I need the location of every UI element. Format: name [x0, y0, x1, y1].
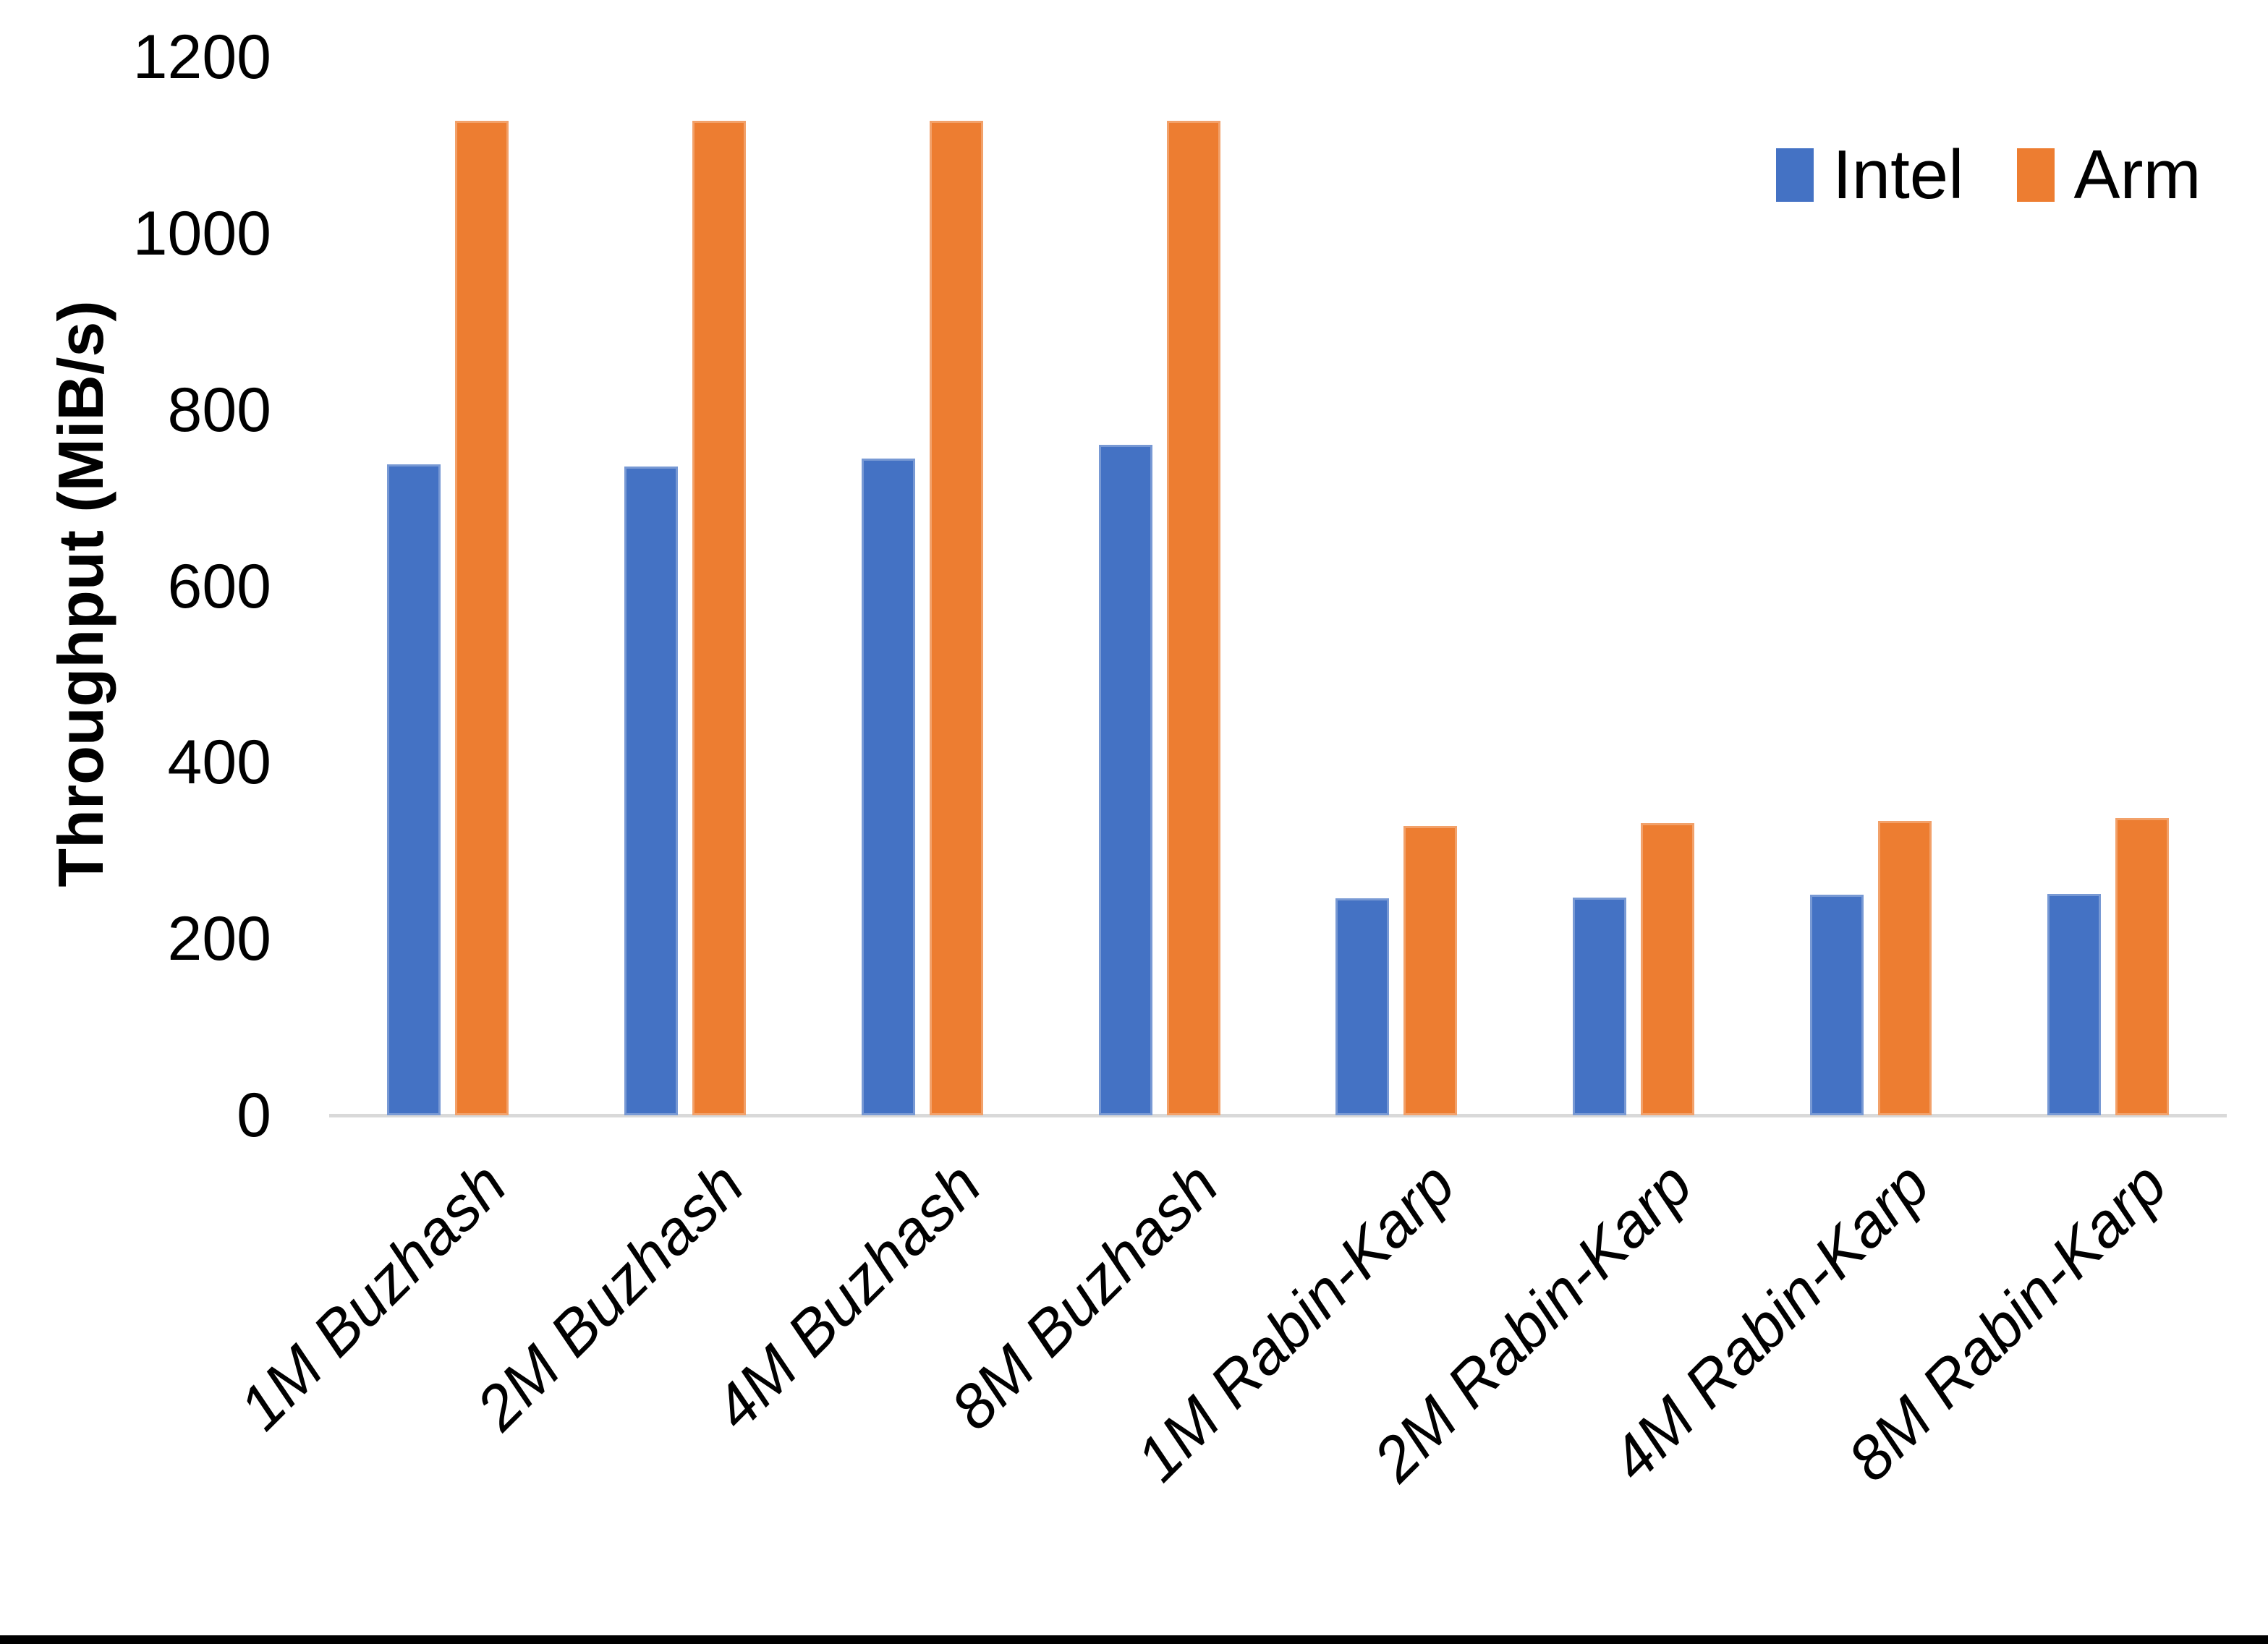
bar-intel-1m-buzhash: [387, 464, 441, 1115]
bar-intel-4m-rabin-karp: [1810, 895, 1864, 1115]
bar-intel-1m-rabin-karp: [1335, 898, 1389, 1115]
bar-arm-4m-buzhash: [930, 121, 983, 1115]
bar-arm-2m-rabin-karp: [1641, 823, 1694, 1115]
legend-label-intel: Intel: [1832, 136, 1964, 213]
bottom-border-line: [0, 1635, 2268, 1644]
bar-intel-2m-rabin-karp: [1573, 898, 1626, 1115]
bar-intel-8m-rabin-karp: [2047, 894, 2101, 1115]
y-tick-label-0: 0: [237, 1081, 271, 1150]
x-axis-line: [329, 1114, 2227, 1117]
bar-arm-2m-buzhash: [692, 121, 746, 1115]
y-tick-label-1200: 1200: [132, 22, 271, 92]
bar-intel-2m-buzhash: [624, 467, 678, 1115]
x-category-label-1m-buzhash: 1M Buzhash: [226, 1149, 520, 1444]
legend-label-arm: Arm: [2073, 136, 2201, 213]
legend-swatch-intel: [1776, 148, 1814, 202]
legend-item-intel: Intel: [1776, 139, 1963, 211]
y-tick-label-600: 600: [167, 551, 272, 621]
y-tick-label-1000: 1000: [132, 198, 271, 268]
legend-item-arm: Arm: [2017, 139, 2201, 211]
bar-intel-8m-buzhash: [1099, 445, 1152, 1115]
legend: Intel Arm: [1776, 139, 2201, 211]
y-tick-label-400: 400: [167, 728, 272, 798]
y-tick-label-800: 800: [167, 375, 272, 445]
bar-arm-1m-rabin-karp: [1403, 826, 1457, 1115]
bar-arm-8m-buzhash: [1167, 121, 1220, 1115]
bar-arm-1m-buzhash: [455, 121, 509, 1115]
bar-arm-8m-rabin-karp: [2115, 818, 2169, 1115]
y-tick-label-200: 200: [167, 904, 272, 974]
bar-intel-4m-buzhash: [862, 459, 915, 1115]
legend-swatch-arm: [2017, 148, 2055, 202]
bar-arm-4m-rabin-karp: [1878, 821, 1932, 1115]
